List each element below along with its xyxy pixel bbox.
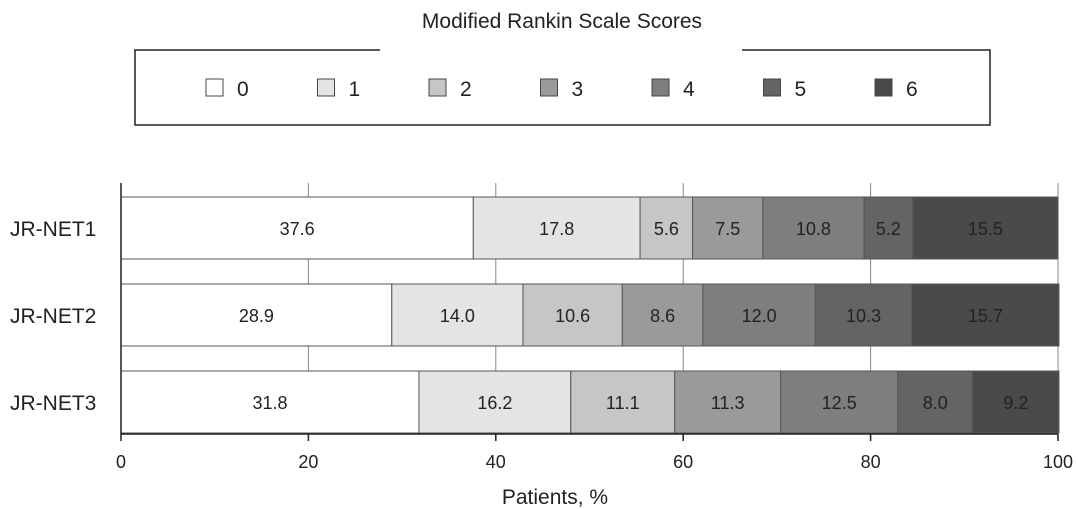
bar-segment	[120, 196, 474, 260]
bar-value-label: 7.5	[715, 219, 740, 239]
legend-swatch	[428, 78, 447, 97]
bar-value-label: 5.2	[876, 219, 901, 239]
bar-segment	[702, 283, 816, 347]
bar-value-label: 16.2	[477, 393, 512, 413]
bars: 37.6 17.8 5.6 7.5 10.8 5.2 15.5 28.9 14.0 10.6 8.6…	[120, 196, 1060, 434]
bar-segment	[621, 283, 704, 347]
legend-label: 3	[572, 78, 584, 101]
bar-value-label: 11.3	[711, 393, 745, 413]
x-axis-label: Patients, %	[502, 486, 608, 509]
bar-value-label: 17.8	[539, 219, 574, 239]
legend-label: 6	[906, 78, 918, 101]
legend-box	[134, 49, 991, 126]
category-label: JR-NET2	[10, 305, 96, 328]
bar-value-label: 28.9	[239, 306, 274, 326]
bar-value-label: 8.6	[650, 306, 675, 326]
legend-label: 2	[460, 78, 472, 101]
bar-value-label: 5.6	[654, 219, 679, 239]
bar-segment	[472, 196, 641, 260]
axes	[120, 183, 1058, 435]
legend-label: 1	[349, 78, 361, 101]
x-tick-label: 100	[1043, 452, 1073, 472]
bar-segment	[674, 370, 782, 434]
bar-value-label: 37.6	[280, 219, 315, 239]
bar-segment	[391, 283, 524, 347]
bar-segment	[120, 283, 393, 347]
bar-segment	[639, 196, 694, 260]
bar-value-label: 15.5	[968, 219, 1003, 239]
x-tick-label: 20	[298, 452, 318, 472]
bar-value-label: 12.5	[822, 393, 857, 413]
bar-segment	[522, 283, 623, 347]
bar-segment	[912, 196, 1059, 260]
category-label: JR-NET3	[10, 392, 96, 415]
legend-swatch	[317, 78, 335, 97]
bar-value-label: 14.0	[440, 306, 475, 326]
bar-value-label: 11.1	[606, 393, 640, 413]
bar-segment	[897, 370, 974, 434]
legend-swatch	[651, 78, 670, 97]
bar-segment	[120, 370, 420, 434]
bar-value-label: 15.7	[968, 306, 1003, 326]
legend-swatch	[205, 78, 224, 97]
x-tick-label: 40	[486, 452, 506, 472]
y-category-labels: JR-NET1 JR-NET2 JR-NET3	[10, 218, 96, 415]
bar-value-label: 10.3	[846, 306, 881, 326]
bar-value-label: 10.6	[555, 306, 590, 326]
bar-value-label: 8.0	[923, 393, 948, 413]
x-tick-label: 80	[861, 452, 881, 472]
legend-swatch	[763, 78, 781, 97]
legend-title-gap	[380, 44, 742, 56]
bar-segment	[780, 370, 899, 434]
x-ticks: 0 20 40 60 80 100	[116, 434, 1073, 472]
legend-label: 5	[795, 78, 807, 101]
bar-segment	[570, 370, 676, 434]
x-tick-label: 0	[116, 452, 126, 472]
legend-items: 0 1 2 3 4 5 6	[205, 78, 918, 101]
legend: Modified Rankin Scale Scores 0 1 2 3 4 5 6	[134, 10, 991, 126]
bar-value-label: 9.2	[1003, 393, 1028, 413]
bar-value-label: 10.8	[796, 219, 831, 239]
x-tick-label: 60	[673, 452, 693, 472]
legend-label: 4	[683, 78, 695, 101]
legend-title: Modified Rankin Scale Scores	[422, 10, 702, 33]
bar-segment	[863, 196, 914, 260]
legend-swatch	[874, 78, 893, 97]
bar-value-label: 12.0	[742, 306, 777, 326]
legend-label: 0	[237, 78, 249, 101]
bar-segment	[418, 370, 572, 434]
bar-value-label: 31.8	[252, 393, 287, 413]
category-label: JR-NET1	[10, 218, 96, 241]
bar-segment	[814, 283, 913, 347]
legend-swatch	[540, 78, 558, 97]
bar-segment	[911, 283, 1060, 347]
bar-segment	[692, 196, 764, 260]
bar-segment	[972, 370, 1060, 434]
